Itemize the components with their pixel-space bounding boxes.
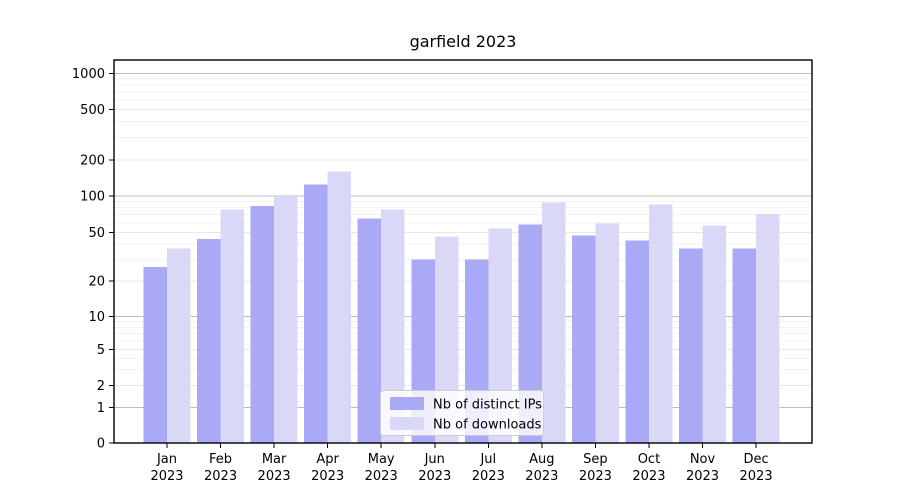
y-tick-label-1: 1 <box>97 401 105 416</box>
x-tick-label-year-mar: 2023 <box>258 469 291 484</box>
bar-downloads-jan <box>167 248 191 443</box>
y-tick-label-50: 50 <box>88 226 105 241</box>
y-tick-label-2: 2 <box>97 379 105 394</box>
bar-distinct-ips-jan <box>143 267 167 443</box>
x-tick-label-month-may: May <box>368 452 395 467</box>
bar-downloads-aug <box>541 202 566 443</box>
y-tick-label-5: 5 <box>97 343 105 358</box>
bar-downloads-oct <box>648 204 673 443</box>
x-tick-label-year-dec: 2023 <box>740 469 773 484</box>
bar-distinct-ips-sep <box>571 235 596 443</box>
x-tick-label-month-apr: Apr <box>316 452 339 467</box>
x-tick-label-month-nov: Nov <box>690 452 716 467</box>
y-tick-label-1000: 1000 <box>72 67 105 82</box>
y-tick-label-0: 0 <box>97 437 105 452</box>
x-tick-label-month-jun: Jun <box>424 452 445 467</box>
y-tick-label-10: 10 <box>88 310 105 325</box>
legend-swatch-distinct-ips <box>390 397 424 410</box>
y-tick-label-20: 20 <box>88 275 105 290</box>
y-tick-label-200: 200 <box>80 154 105 169</box>
bar-downloads-feb <box>220 209 245 443</box>
bar-distinct-ips-nov <box>679 248 703 443</box>
bar-distinct-ips-apr <box>304 184 328 443</box>
bar-distinct-ips-feb <box>197 239 221 443</box>
x-tick-label-year-sep: 2023 <box>579 469 612 484</box>
bar-distinct-ips-mar <box>250 205 275 443</box>
bar-downloads-may <box>381 209 405 443</box>
chart-title: garfield 2023 <box>410 32 517 51</box>
x-tick-label-year-apr: 2023 <box>311 469 344 484</box>
legend-label-distinct-ips: Nb of distinct IPs <box>433 398 542 413</box>
x-tick-label-month-mar: Mar <box>262 452 287 467</box>
x-tick-label-month-sep: Sep <box>583 452 608 467</box>
axes: 0 1 2 5 10 20 50 100 200 500 1000 Jan 2023 Feb 2023 Mar… <box>72 59 813 484</box>
legend: Nb of distinct IPs Nb of downloads <box>380 390 544 436</box>
x-tick-label-year-jan: 2023 <box>150 469 183 484</box>
bar-distinct-ips-dec <box>732 248 757 443</box>
legend-label-downloads: Nb of downloads <box>433 418 542 433</box>
y-tick-label-100: 100 <box>80 190 105 205</box>
bar-distinct-ips-aug <box>518 224 542 443</box>
x-tick-label-year-may: 2023 <box>365 469 398 484</box>
bar-downloads-apr <box>327 171 352 443</box>
x-tick-label-month-jul: Jul <box>479 452 496 467</box>
plot-border <box>113 59 813 444</box>
bar-downloads-nov <box>702 225 726 443</box>
legend-swatch-downloads <box>390 417 424 430</box>
bar-downloads-dec <box>756 213 780 443</box>
x-tick-label-year-aug: 2023 <box>525 469 558 484</box>
x-tick-label-month-jan: Jan <box>156 452 177 467</box>
x-tick-label-year-oct: 2023 <box>632 469 665 484</box>
x-tick-label-year-jun: 2023 <box>418 469 451 484</box>
x-tick-label-year-feb: 2023 <box>204 469 237 484</box>
bar-downloads-jul <box>488 228 512 443</box>
x-tick-label-month-feb: Feb <box>209 452 232 467</box>
bar-distinct-ips-oct <box>625 240 649 443</box>
bar-downloads-mar <box>274 196 298 443</box>
x-tick-label-month-aug: Aug <box>529 452 554 467</box>
x-tick-label-month-oct: Oct <box>638 452 660 467</box>
x-tick-label-year-jul: 2023 <box>472 469 505 484</box>
y-tick-label-500: 500 <box>80 103 105 118</box>
bar-distinct-ips-may <box>357 218 382 443</box>
x-tick-label-year-nov: 2023 <box>686 469 719 484</box>
x-tick-label-month-dec: Dec <box>743 452 768 467</box>
bar-downloads-sep <box>595 223 619 443</box>
